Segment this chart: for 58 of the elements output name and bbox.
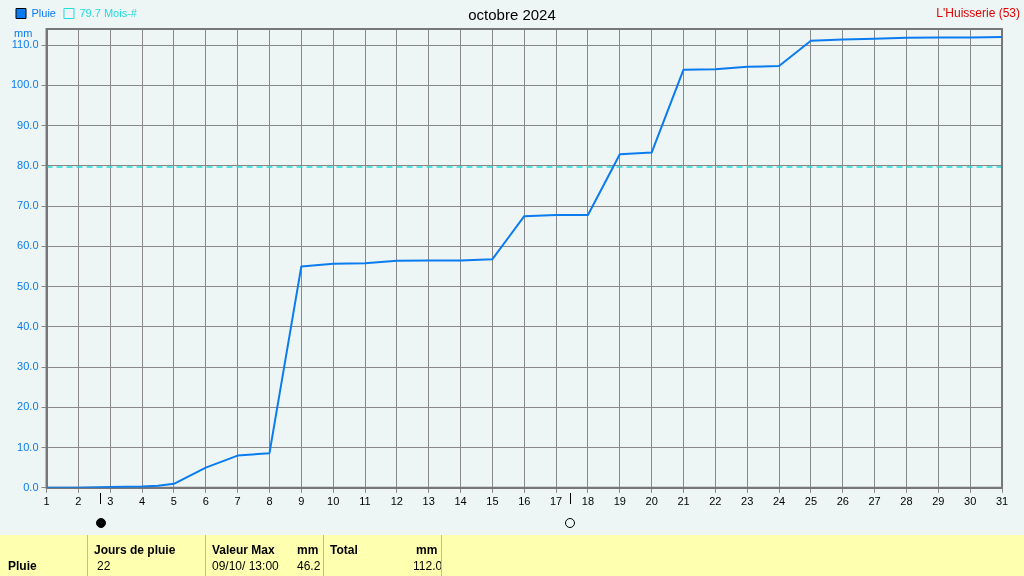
x-tick-label: 24 <box>772 495 786 508</box>
text: L'Huisserie (53) <box>936 6 1020 20</box>
x-tick-label: 31 <box>995 495 1009 508</box>
x-tick-label: 10 <box>327 495 340 508</box>
text: mm <box>297 543 319 557</box>
x-tick-label: 17 <box>549 495 563 508</box>
x-tick-label: 9 <box>298 495 305 508</box>
x-tick-label: 30 <box>964 495 977 508</box>
y-tick-label: 60.0 <box>17 239 39 252</box>
x-tick-label: 25 <box>804 495 818 508</box>
y-tick-label: 110.0 <box>11 38 39 51</box>
x-tick-label: 27 <box>868 495 881 508</box>
x-tick-label: 2 <box>75 495 82 508</box>
legend-label: 79.7 Mois-# <box>79 6 138 19</box>
legend-label: Pluie <box>31 6 56 19</box>
x-tick-label: 6 <box>202 495 209 508</box>
y-tick-label: 20.0 <box>17 400 39 413</box>
x-tick-label: 11 <box>359 495 371 508</box>
x-tick-label: 4 <box>139 495 146 508</box>
x-tick-label: 3 <box>107 495 114 508</box>
y-tick-label: 100.0 <box>11 78 39 91</box>
text: 112.0 <box>413 559 443 573</box>
x-tick-label: 26 <box>836 495 849 508</box>
x-tick-label: 23 <box>741 495 754 508</box>
x-tick-label: 13 <box>422 495 435 508</box>
x-tick-label: 18 <box>581 495 595 508</box>
text: Jours de pluie <box>94 543 176 557</box>
text: 22 <box>97 559 111 573</box>
x-tick-label: 15 <box>486 495 499 508</box>
x-tick-label: 21 <box>677 495 690 508</box>
chart-title: octobre 2024 <box>468 6 556 23</box>
x-tick-label: 1 <box>43 495 50 508</box>
y-tick-label: 70.0 <box>17 199 39 212</box>
x-tick-label: 8 <box>266 495 273 508</box>
y-tick-label: 90.0 <box>17 118 39 131</box>
text: 09/10/ 13:00 <box>212 559 279 573</box>
y-tick-label: 40.0 <box>17 319 39 332</box>
text: Pluie <box>8 559 37 573</box>
x-tick-label: 12 <box>390 495 403 508</box>
x-tick-label: 28 <box>900 495 913 508</box>
y-tick-label: 50.0 <box>17 279 39 292</box>
x-tick-label: 29 <box>932 495 945 508</box>
x-tick-label: 19 <box>613 495 626 508</box>
text: 46.2 <box>297 559 321 573</box>
y-tick-label: 0.0 <box>23 480 39 493</box>
x-tick-label: 20 <box>645 495 658 508</box>
text: mm <box>416 543 438 557</box>
x-tick-label: 7 <box>234 495 241 508</box>
y-tick-label: 30.0 <box>17 360 39 373</box>
x-tick-label: 22 <box>709 495 722 508</box>
y-tick-label: 80.0 <box>17 158 39 171</box>
text: Total <box>330 543 358 557</box>
y-tick-label: 10.0 <box>17 440 39 453</box>
y-axis-title: mm <box>14 27 33 39</box>
x-tick-label: 16 <box>518 495 531 508</box>
x-tick-label: 5 <box>170 495 177 508</box>
x-tick-label: 14 <box>454 495 467 508</box>
text: Valeur Max <box>212 543 275 557</box>
